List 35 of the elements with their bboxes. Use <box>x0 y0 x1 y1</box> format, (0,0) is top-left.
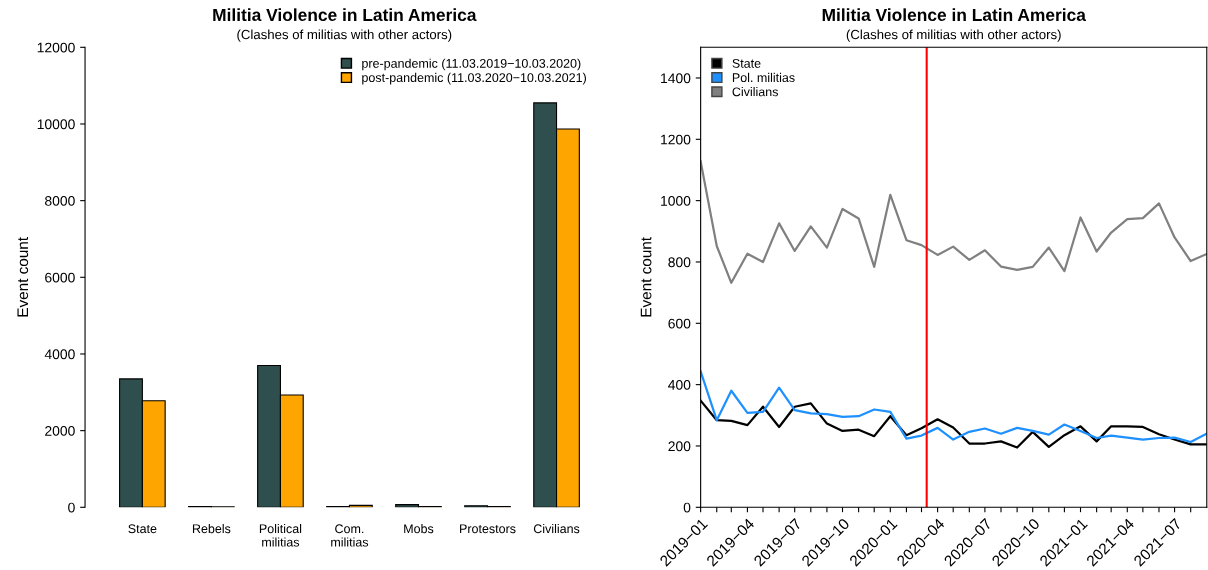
x-tick-label: Political militias <box>259 523 302 547</box>
y-axis-title: Event count <box>640 237 652 317</box>
legend-label: Pol. militias <box>732 72 795 83</box>
chart-title: Militia Violence in Latin America <box>213 8 477 22</box>
legend-label: pre-pandemic (11.03.2019−10.03.2020) <box>362 58 581 71</box>
legend-label: State <box>732 58 761 68</box>
y-tick-label: 0 <box>683 502 691 513</box>
chart-title: Militia Violence in Latin America <box>822 8 1087 22</box>
legend-label: Civilians <box>732 87 778 97</box>
y-tick-label: 2000 <box>45 425 75 436</box>
line-series <box>700 160 1207 284</box>
y-tick-label: 800 <box>668 257 691 268</box>
y-tick-label: 400 <box>668 379 691 390</box>
y-tick-label: 0 <box>68 502 75 513</box>
y-tick-label: 4000 <box>44 349 75 360</box>
y-tick-label: 1200 <box>661 134 691 145</box>
y-tick-label: 10000 <box>37 119 75 130</box>
y-tick-label: 8000 <box>45 195 75 206</box>
x-tick-label: Rebels <box>192 523 231 534</box>
chart-subtitle: (Clashes of militias with other actors) <box>237 29 452 42</box>
x-tick-label: State <box>128 524 157 534</box>
chart-subtitle: (Clashes of militias with other actors) <box>846 29 1061 42</box>
x-tick-label: Mobs <box>404 523 434 534</box>
y-tick-label: 12000 <box>37 42 75 53</box>
y-tick-label: 600 <box>668 318 691 329</box>
y-tick-label: 200 <box>668 441 691 452</box>
y-axis-title: Event count <box>17 237 29 317</box>
line-series <box>700 370 1207 444</box>
y-tick-label: 6000 <box>45 272 75 283</box>
x-tick-label: Protestors <box>460 524 516 534</box>
y-tick-label: 1400 <box>661 73 691 84</box>
y-tick-label: 1000 <box>661 195 691 206</box>
x-tick-label: Civilians <box>533 523 580 534</box>
x-tick-label: Com. militias <box>331 524 369 547</box>
legend-label: post-pandemic (11.03.2020−10.03.2021) <box>362 72 586 85</box>
